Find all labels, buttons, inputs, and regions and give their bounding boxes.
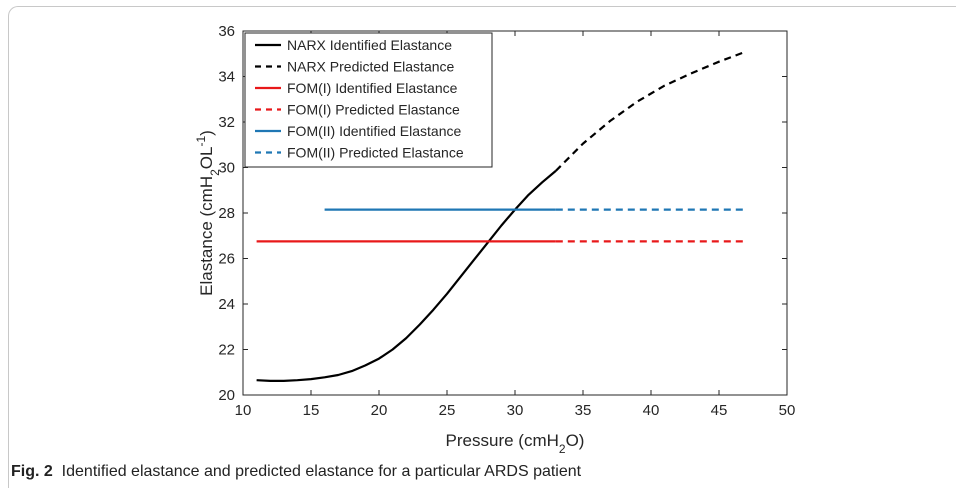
y-tick-label: 32: [218, 114, 235, 131]
legend-label-3: FOM(I) Identified Elastance: [287, 80, 458, 96]
x-tick-label: 25: [439, 402, 456, 419]
y-tick-label: 22: [218, 342, 235, 359]
legend-label-4: FOM(I) Predicted Elastance: [287, 102, 460, 118]
x-tick-label: 10: [235, 402, 252, 419]
x-tick-label: 30: [507, 402, 524, 419]
y-tick-label: 28: [218, 205, 235, 222]
y-tick-label: 24: [218, 296, 235, 313]
x-tick-label: 50: [779, 402, 796, 419]
x-tick-label: 35: [575, 402, 592, 419]
figure-caption: Fig. 2 Identified elastance and predicte…: [11, 463, 581, 481]
x-axis-label: Pressure (cmH2O): [446, 431, 585, 456]
y-tick-label: 34: [218, 69, 235, 86]
elastance-chart: 10 15 20 25 30 35 40 45 50 20 22 24 26 28 30 32 34 36 Pres…: [194, 23, 796, 456]
legend-label-6: FOM(II) Predicted Elastance: [287, 145, 464, 161]
x-tick-label: 40: [643, 402, 660, 419]
caption-text: Identified elastance and predicted elast…: [61, 463, 582, 480]
x-tick-label: 20: [371, 402, 388, 419]
legend-label-2: NARX Predicted Elastance: [287, 59, 455, 75]
y-tick-label: 36: [218, 23, 235, 40]
figure-frame: [8, 6, 956, 488]
x-tick-label: 15: [303, 402, 320, 419]
y-tick-label: 20: [218, 387, 235, 404]
series-line-2: [555, 50, 747, 172]
x-tick-label: 45: [711, 402, 728, 419]
legend-box: [244, 32, 493, 168]
legend-label-5: FOM(II) Identified Elastance: [287, 123, 462, 139]
y-tick-label: 30: [218, 160, 235, 177]
y-axis-label: Elastance (cmH2OL-1): [194, 130, 222, 296]
legend-label-1: NARX Identified Elastance: [287, 37, 452, 53]
series-line-1: [256, 170, 557, 382]
y-tick-label: 26: [218, 251, 235, 268]
caption-label: Fig. 2: [11, 463, 53, 480]
